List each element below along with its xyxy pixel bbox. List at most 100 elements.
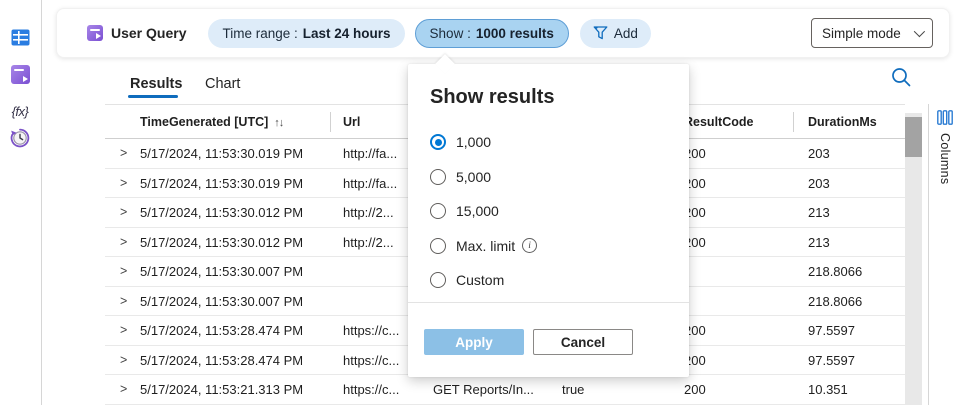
- cancel-button[interactable]: Cancel: [533, 329, 633, 355]
- cell-time: 5/17/2024, 11:53:28.474 PM: [140, 352, 304, 368]
- cell-resultcode: 200: [684, 352, 706, 368]
- time-range-pill[interactable]: Time range : Last 24 hours: [208, 18, 405, 48]
- cell-resultcode: 200: [684, 146, 706, 161]
- cell-resultcode: 200: [684, 175, 706, 191]
- option-5000[interactable]: 5,000: [430, 160, 669, 195]
- tab-chart[interactable]: Chart: [205, 76, 241, 92]
- cell-durationms: 218.8066: [808, 264, 863, 279]
- popup-buttons: Apply Cancel: [424, 329, 633, 355]
- row-expander-icon[interactable]: >: [120, 146, 128, 160]
- filter-icon: [593, 26, 608, 40]
- row-expander-icon[interactable]: >: [120, 352, 128, 367]
- cell-durationms: 203: [808, 146, 830, 161]
- column-header-timegenerated[interactable]: TimeGenerated [UTC] ↑↓: [140, 115, 284, 129]
- cell-durationms: 203: [808, 175, 830, 191]
- cell-time: 5/17/2024, 11:53:30.019 PM: [140, 175, 304, 191]
- vertical-scrollbar[interactable]: [905, 113, 922, 405]
- columns-icon: [937, 110, 953, 125]
- cell-time: 5/17/2024, 11:53:30.007 PM: [140, 293, 304, 309]
- column-divider: [330, 112, 331, 132]
- cell-durationms: 97.5597: [808, 323, 855, 338]
- option-label: 5,000: [456, 168, 492, 185]
- row-expander-icon[interactable]: >: [120, 382, 128, 396]
- row-expander-icon[interactable]: >: [120, 293, 128, 308]
- history-clock-icon: [10, 128, 30, 148]
- cell-time: 5/17/2024, 11:53:30.019 PM: [140, 146, 304, 161]
- apply-button[interactable]: Apply: [424, 329, 524, 355]
- column-header-url[interactable]: Url: [343, 115, 361, 129]
- cell-url: http://2...: [343, 234, 394, 250]
- radio-icon[interactable]: [430, 168, 446, 185]
- cell-url: https://c...: [343, 323, 400, 338]
- row-expander-icon[interactable]: >: [120, 323, 128, 337]
- cell-url: https://c...: [343, 352, 400, 368]
- option-label: Max. limit: [456, 237, 516, 254]
- cell-durationms: 10.351: [808, 382, 848, 397]
- query-icon: [10, 64, 30, 84]
- add-filter-label: Add: [613, 25, 638, 41]
- cell-durationms: 213: [808, 234, 830, 250]
- popup-title: Show results: [430, 86, 555, 108]
- radio-selected-icon[interactable]: [430, 134, 446, 151]
- table-grid-icon: [11, 29, 29, 45]
- cell-time: 5/17/2024, 11:53:30.007 PM: [140, 264, 304, 279]
- scrollbar-thumb[interactable]: [905, 117, 922, 157]
- radio-icon[interactable]: [430, 272, 446, 289]
- query-history-icon[interactable]: [9, 127, 31, 149]
- columns-panel-toggle[interactable]: Columns: [930, 110, 960, 184]
- row-expander-icon[interactable]: >: [120, 264, 128, 278]
- option-1000[interactable]: 1,000: [430, 125, 669, 160]
- show-results-popup: Show results 1,000 5,000 15,000 Max. lim…: [408, 54, 689, 377]
- option-max-limit[interactable]: Max. limit i: [430, 229, 669, 264]
- active-tab-underline: [128, 95, 178, 98]
- row-expander-icon[interactable]: >: [120, 175, 128, 190]
- cell-url: http://2...: [343, 205, 394, 220]
- cell-time: 5/17/2024, 11:53:30.012 PM: [140, 234, 304, 250]
- column-header-durationms[interactable]: DurationMs: [808, 115, 877, 129]
- popup-divider: [408, 302, 689, 303]
- popup-option-list: 1,000 5,000 15,000 Max. limit i Custom: [430, 125, 669, 298]
- table-row[interactable]: > 5/17/2024, 11:53:21.313 PM https://c..…: [105, 375, 905, 405]
- cell-time: 5/17/2024, 11:53:28.474 PM: [140, 323, 304, 338]
- column-divider: [793, 112, 794, 132]
- tables-icon[interactable]: [9, 26, 31, 48]
- user-query-icon: [87, 25, 103, 41]
- add-filter-pill[interactable]: Add: [579, 18, 651, 48]
- columns-rail-divider: [928, 104, 929, 405]
- columns-panel-label: Columns: [938, 133, 952, 185]
- mode-dropdown[interactable]: Simple mode: [811, 18, 933, 48]
- cell-resultcode: 200: [684, 382, 706, 397]
- cell-url: https://c...: [343, 382, 400, 397]
- row-expander-icon[interactable]: >: [120, 234, 128, 249]
- show-results-pill[interactable]: Show : 1000 results: [414, 18, 569, 48]
- table-row[interactable]: > 5/17/2024, 11:53:30.012 PM http://2...…: [105, 228, 905, 257]
- cell-url: http://fa...: [343, 146, 398, 161]
- option-label: Custom: [456, 272, 505, 289]
- functions-icon[interactable]: {fx}: [9, 100, 31, 122]
- cell-durationms: 97.5597: [808, 352, 855, 368]
- show-value: 1000 results: [475, 25, 554, 41]
- queries-icon[interactable]: [9, 63, 31, 85]
- chevron-down-icon: [913, 25, 926, 38]
- cell-durationms: 218.8066: [808, 293, 863, 309]
- cell-resultcode: 200: [684, 234, 706, 250]
- column-header-resultcode[interactable]: ResultCode: [684, 115, 754, 129]
- time-range-value: Last 24 hours: [302, 25, 391, 41]
- radio-icon[interactable]: [430, 203, 446, 220]
- search-icon[interactable]: [890, 66, 912, 88]
- cell-resultcode: 200: [684, 323, 706, 338]
- info-icon[interactable]: i: [522, 238, 538, 254]
- sort-icon[interactable]: ↑↓: [274, 117, 284, 129]
- query-title: User Query: [111, 25, 187, 41]
- cell-time: 5/17/2024, 11:53:30.012 PM: [140, 205, 304, 220]
- cell-resultcode: 200: [684, 205, 706, 220]
- option-15000[interactable]: 15,000: [430, 194, 669, 229]
- radio-icon[interactable]: [430, 237, 446, 254]
- row-expander-icon[interactable]: >: [120, 205, 128, 219]
- cell-success: true: [562, 382, 585, 397]
- mode-dropdown-value: Simple mode: [822, 25, 901, 41]
- tab-results[interactable]: Results: [130, 76, 183, 92]
- left-toolbar: {fx}: [0, 0, 42, 405]
- option-custom[interactable]: Custom: [430, 263, 669, 298]
